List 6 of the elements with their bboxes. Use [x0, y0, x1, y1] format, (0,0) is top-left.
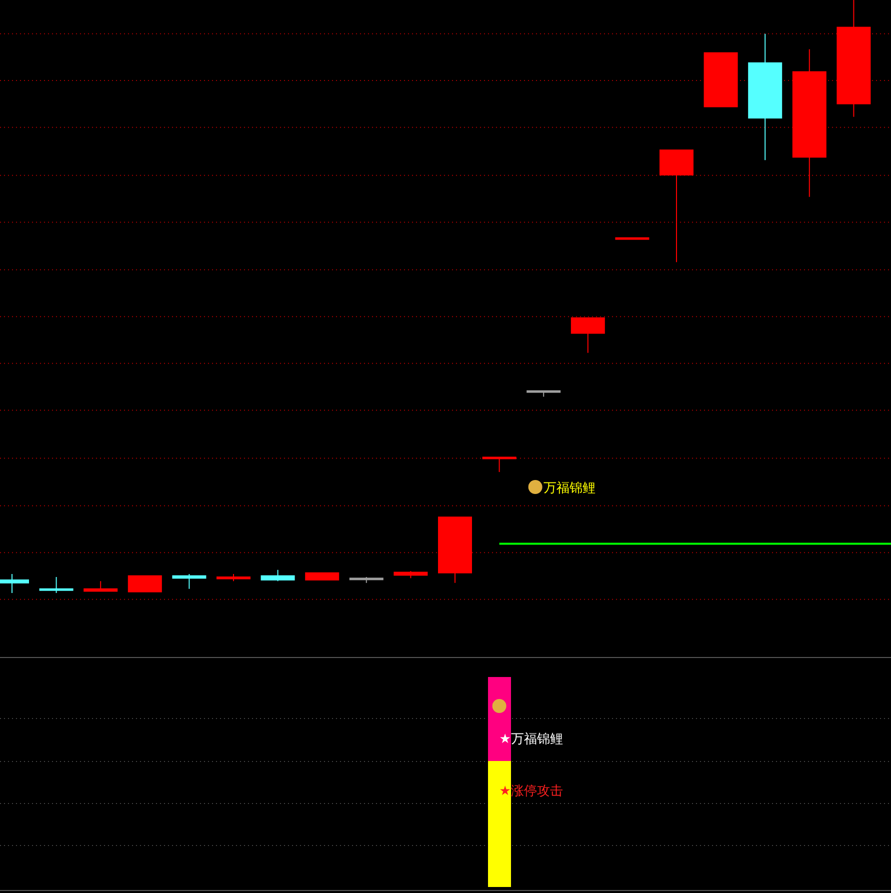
annotation: ★涨停攻击: [499, 784, 563, 799]
annotation: 万福锦鲤: [543, 481, 596, 496]
candlestick: [39, 576, 74, 594]
annotation: ★万福锦鲤: [499, 732, 563, 747]
candlestick: [482, 456, 516, 473]
candlestick: [172, 574, 206, 590]
